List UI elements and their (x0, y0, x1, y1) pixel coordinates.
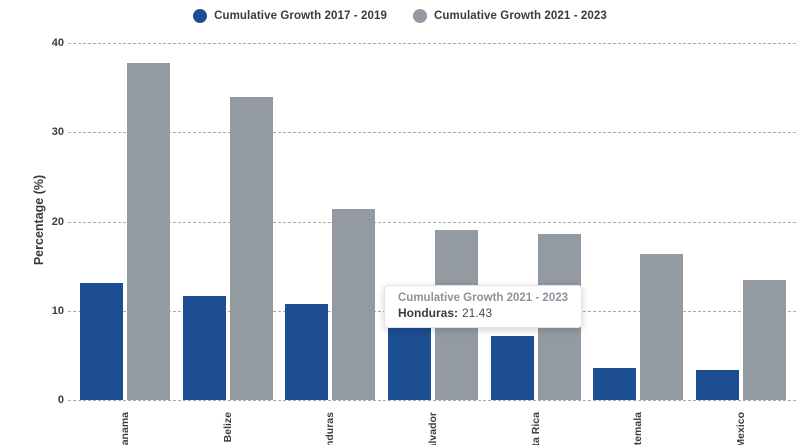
legend-dot-gray-icon (413, 9, 427, 23)
x-tick-label-mexico: Mexico (735, 412, 748, 445)
legend-item-2017-2019[interactable]: Cumulative Growth 2017 - 2019 (193, 9, 387, 23)
x-tick-label-costa-rica: Costa Rica (529, 412, 542, 445)
x-tick-label-guatemala: Guatemala (632, 412, 645, 445)
bar-2017-2019-honduras[interactable] (285, 303, 329, 400)
x-tick-label-honduras: Honduras (324, 412, 337, 445)
legend-label: Cumulative Growth 2017 - 2019 (214, 10, 387, 22)
y-tick-label-40: 40 (51, 37, 64, 49)
x-tick-label-el-salvador: El Salvador (427, 412, 439, 445)
tooltip-value: 21.43 (462, 306, 493, 320)
y-tick-label-10: 10 (51, 304, 64, 317)
gridline-20 (68, 221, 796, 223)
x-tick-label-belize: Belize (221, 412, 234, 443)
legend-label: Cumulative Growth 2021 - 2023 (434, 10, 607, 22)
bar-2021-2023-honduras[interactable] (332, 208, 376, 400)
bar-2017-2019-guatemala[interactable] (593, 367, 637, 400)
gridline-0 (68, 400, 796, 401)
y-tick-label-30: 30 (51, 126, 64, 139)
legend-item-2021-2023[interactable]: Cumulative Growth 2021 - 2023 (413, 9, 607, 23)
gridline-30 (68, 132, 796, 134)
bar-2021-2023-guatemala[interactable] (640, 253, 684, 400)
bar-2017-2019-panama[interactable] (80, 283, 123, 400)
tooltip: Cumulative Growth 2021 - 2023 Honduras: 2… (384, 285, 583, 328)
bar-2021-2023-mexico[interactable] (743, 280, 787, 400)
bar-2017-2019-belize[interactable] (182, 295, 226, 400)
x-tick-label-panama: Panama (119, 412, 131, 445)
bar-2021-2023-panama[interactable] (127, 62, 170, 400)
bar-2017-2019-costa-rica[interactable] (490, 335, 534, 400)
tooltip-series-title: Cumulative Growth 2021 - 2023 (398, 292, 569, 304)
tooltip-value-line: Honduras: 21.43 (398, 306, 568, 320)
tooltip-category: Honduras: (398, 306, 458, 320)
legend: Cumulative Growth 2017 - 2019 Cumulative… (0, 9, 800, 23)
bar-2021-2023-belize[interactable] (229, 96, 273, 400)
y-tick-label-20: 20 (51, 215, 64, 228)
bar-2017-2019-mexico[interactable] (696, 369, 740, 400)
y-tick-label-0: 0 (57, 394, 64, 406)
legend-dot-blue-icon (193, 9, 208, 23)
bar-2017-2019-el-salvador[interactable] (388, 325, 431, 400)
gridline-40 (68, 43, 796, 44)
